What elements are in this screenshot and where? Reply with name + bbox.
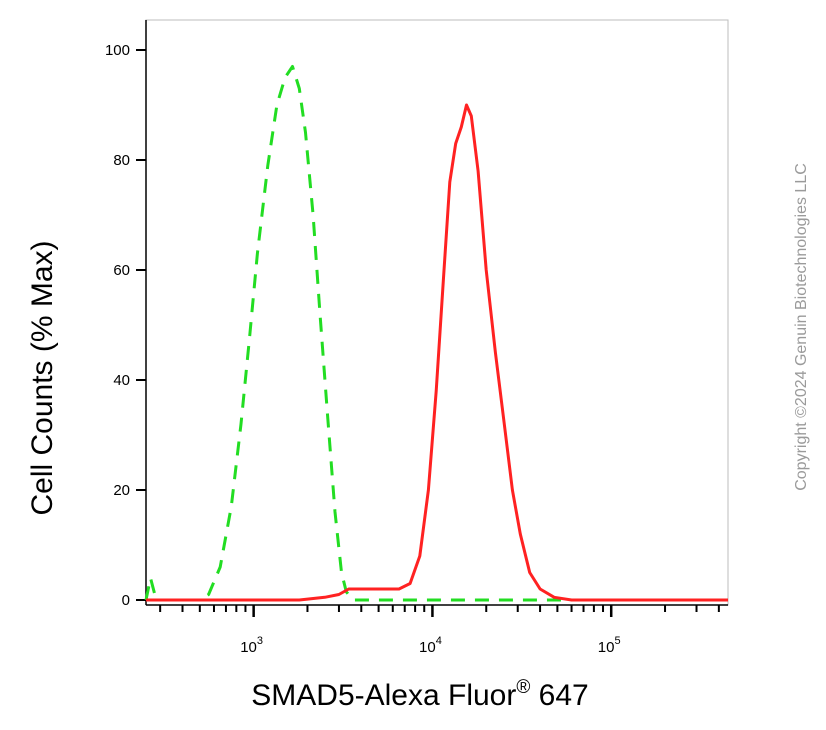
y-tick-label: 60 bbox=[113, 262, 130, 279]
plot-border bbox=[145, 19, 729, 606]
x-tick-label: 105 bbox=[598, 635, 621, 656]
control-histogram-line bbox=[144, 65, 728, 602]
x-axis-title: SMAD5-Alexa Fluor® 647 bbox=[251, 677, 588, 712]
copyright-watermark: Copyright ©2024 Genuin Biotechnologies L… bbox=[793, 163, 810, 491]
x-axis-title-main: SMAD5-Alexa Fluor bbox=[251, 679, 516, 712]
x-tick-label: 103 bbox=[240, 635, 263, 656]
x-axis-title-suffix: 647 bbox=[530, 679, 588, 712]
y-tick-label: 40 bbox=[113, 372, 130, 389]
series-layer bbox=[144, 65, 728, 602]
x-tick-label: 104 bbox=[419, 635, 442, 656]
x-axis: 103 104 105 bbox=[159, 605, 720, 656]
y-tick-label: 100 bbox=[105, 42, 130, 59]
y-axis: 0 20 40 60 80 100 bbox=[105, 42, 146, 609]
y-axis-title: Cell Counts (% Max) bbox=[26, 240, 59, 515]
y-tick-label: 80 bbox=[113, 152, 130, 169]
x-axis-title-registered: ® bbox=[516, 677, 530, 698]
sample-histogram-line bbox=[146, 103, 728, 602]
y-tick-label: 0 bbox=[122, 592, 130, 609]
plot-frame bbox=[145, 19, 729, 606]
y-tick-label: 20 bbox=[113, 482, 130, 499]
